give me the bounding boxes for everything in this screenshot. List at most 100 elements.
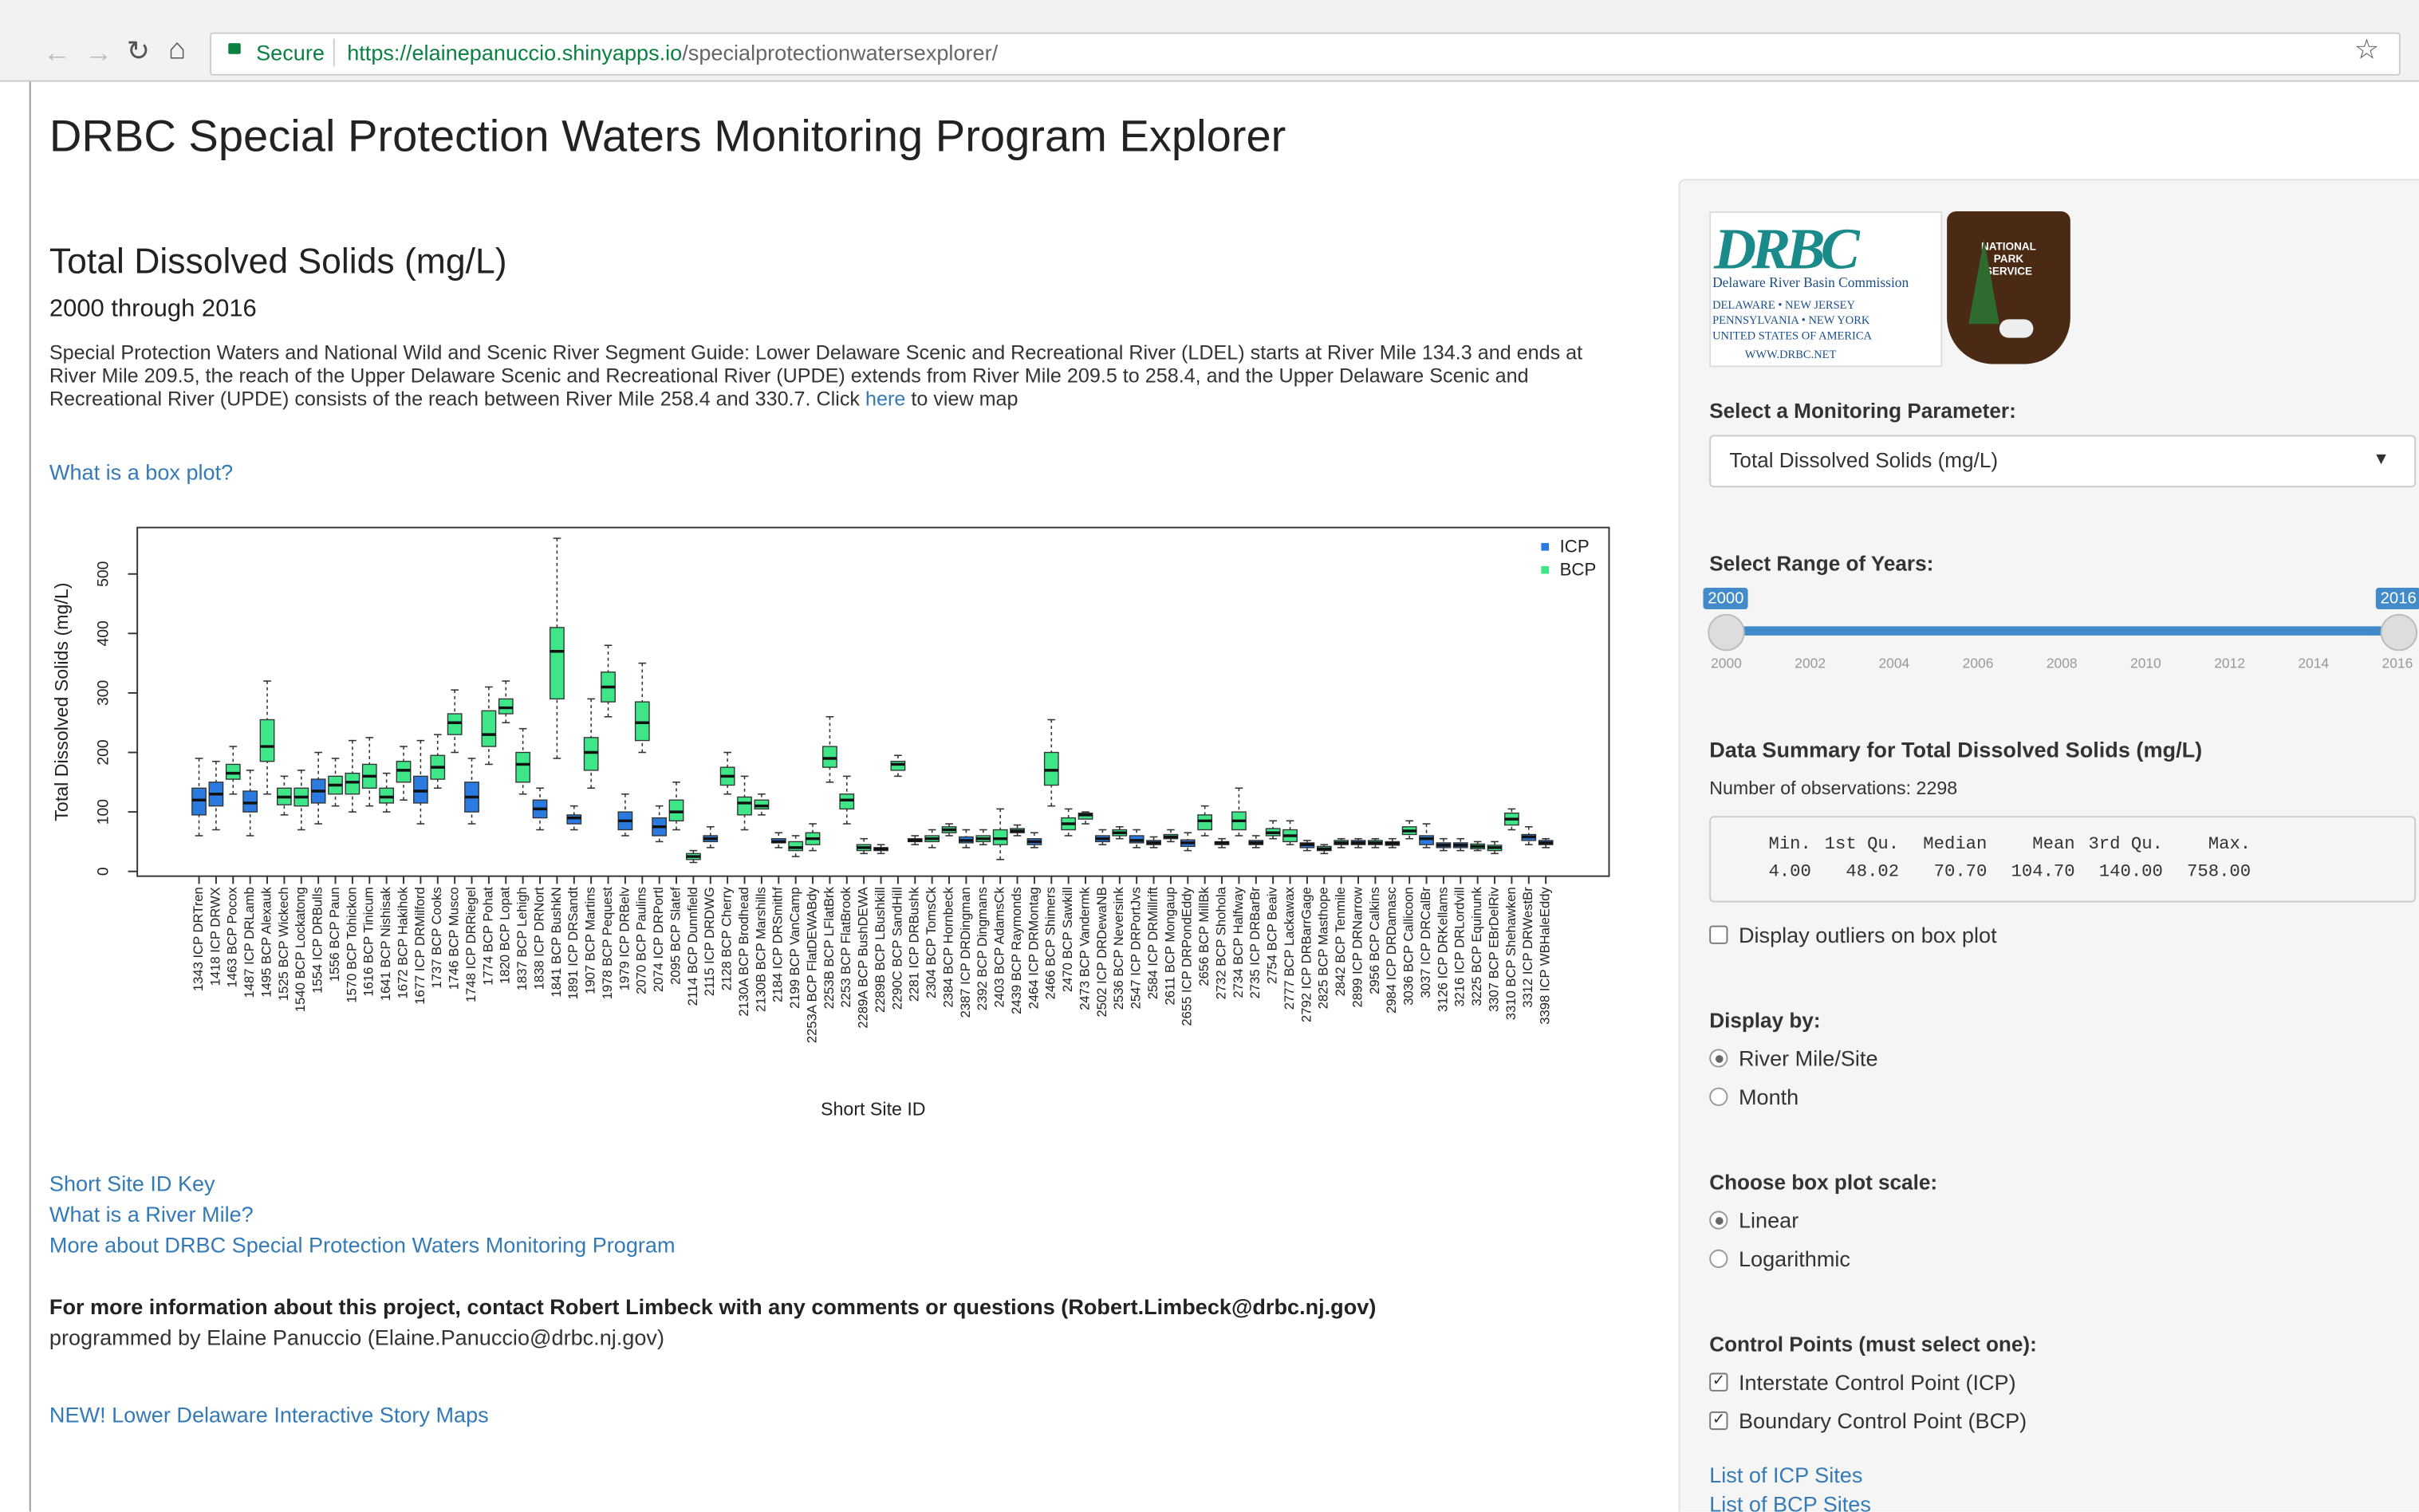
box — [259, 719, 275, 762]
x-tick-label: 1487 ICP DRLamb — [242, 887, 257, 998]
x-tick-label: 2584 ICP DRMillrift — [1145, 887, 1160, 999]
box — [550, 627, 565, 700]
programmer: programmed by Elaine Panuccio (Elaine.Pa… — [49, 1325, 664, 1350]
param-select[interactable] — [1709, 435, 2417, 488]
x-tick-label: 2115 ICP DRDWG — [702, 887, 717, 996]
summary-value: 758.00 — [2187, 862, 2252, 883]
box — [566, 814, 582, 825]
slider-tick-label: 2006 — [1962, 656, 1994, 671]
slider-handle[interactable] — [2380, 613, 2418, 652]
checkbox[interactable]: ✓ — [1709, 1372, 1728, 1392]
summary-header: 3rd Qu. — [2088, 834, 2163, 855]
outliers-checkbox[interactable] — [1709, 925, 1728, 944]
home-button[interactable]: ⌂ — [167, 33, 187, 67]
summary-value: 4.00 — [1768, 862, 1811, 883]
site-key-link[interactable]: Short Site ID Key — [49, 1171, 215, 1196]
x-tick-label: 2253A BCP FlatDEWABdy — [804, 887, 819, 1044]
x-tick-label: 2387 ICP DRDingman — [958, 887, 973, 1018]
x-tick-label: 2464 ICP DRMontag — [1026, 887, 1041, 1009]
box — [379, 787, 395, 804]
icp-sites-link[interactable]: List of ICP Sites — [1709, 1462, 1863, 1487]
reload-button[interactable]: ↻ — [126, 35, 150, 67]
secure-label: Secure — [256, 40, 325, 65]
contact: For more information about this project,… — [49, 1293, 1377, 1319]
x-tick-label: 2184 ICP DRSmithf — [770, 887, 786, 1002]
x-tick-label: 2070 BCP Paulins — [634, 887, 649, 994]
x-tick-label: 2289A BCP BushDEWA — [856, 886, 871, 1028]
box — [788, 841, 804, 852]
program-link[interactable]: More about DRBC Special Protection Water… — [49, 1232, 676, 1258]
checkbox[interactable]: ✓ — [1709, 1411, 1728, 1431]
y-tick-label: 400 — [94, 620, 112, 646]
slider-handle[interactable] — [1708, 613, 1745, 652]
box — [413, 775, 428, 804]
y-tick-label: 500 — [94, 561, 112, 587]
x-tick-label: 2304 BCP TomsCk — [924, 887, 939, 999]
x-tick-label: 3307 BCP EBrDelRiv — [1486, 887, 1501, 1012]
x-tick-label: 2536 BCP Neversink — [1111, 887, 1126, 1010]
story-maps-link[interactable]: NEW! Lower Delaware Interactive Story Ma… — [49, 1402, 489, 1427]
x-tick-label: 2439 BCP Raymonds — [1009, 887, 1024, 1014]
summary-value: 48.02 — [1846, 862, 1900, 883]
x-tick-label: 1570 BCP Tohickon — [344, 887, 359, 1002]
forward-button[interactable]: → — [85, 37, 113, 69]
y-tick-label: 200 — [94, 739, 112, 765]
box — [498, 698, 514, 715]
y-tick-label: 300 — [94, 680, 112, 706]
map-link[interactable]: here — [865, 387, 906, 411]
url-host: https://elainepanuccio.shinyapps.io — [347, 40, 683, 65]
x-tick-label: 1748 ICP DRRiegel — [463, 887, 479, 1002]
x-tick-label: 2732 BCP Shohola — [1213, 886, 1228, 999]
box-plot-chart: Total Dissolved Solids (mg/L) Short Site… — [51, 526, 1610, 1120]
x-tick-label: 2128 BCP Cherry — [719, 887, 735, 991]
tab-strip — [0, 0, 2419, 25]
heading: Total Dissolved Solids (mg/L) — [49, 240, 507, 282]
x-tick-label: 1891 ICP DRSandt — [565, 887, 581, 999]
summary-header: Min. — [1768, 834, 1811, 855]
slider-to-label: 2016 — [2375, 587, 2419, 610]
x-tick-label: 1672 BCP Hakihok — [395, 887, 410, 999]
address-bar[interactable] — [210, 32, 2401, 76]
x-tick-label: 2130B BCP Marshills — [753, 887, 768, 1012]
radio[interactable] — [1709, 1087, 1728, 1106]
x-tick-label: 1556 BCP Paun — [327, 887, 342, 982]
box — [191, 787, 207, 816]
x-tick-label: 2842 BCP Tenmile — [1333, 887, 1348, 996]
x-tick-label: 2655 ICP DRPondEddy — [1180, 887, 1195, 1026]
river-mile-link[interactable]: What is a River Mile? — [49, 1201, 254, 1227]
bcp-sites-link[interactable]: List of BCP Sites — [1709, 1491, 1871, 1512]
box — [225, 763, 241, 780]
x-tick-label: 1746 BCP Musco — [447, 887, 462, 990]
x-tick-label: 2825 BCP Masthope — [1316, 887, 1331, 1009]
x-tick-label: 2470 BCP Sawkill — [1060, 887, 1075, 992]
checkbox-label: Interstate Control Point (ICP) — [1738, 1369, 2016, 1395]
box — [754, 799, 770, 810]
box-plot-help-link[interactable]: What is a box plot? — [49, 459, 234, 485]
x-tick-label: 3216 ICP DRLordvill — [1452, 887, 1468, 1006]
url: https://elainepanuccio.shinyapps.io/spec… — [347, 40, 998, 65]
x-tick-label: 2253B BCP LFlatBrk — [821, 887, 837, 1010]
description: Special Protection Waters and National W… — [49, 341, 1615, 410]
radio[interactable] — [1709, 1211, 1728, 1230]
radio-label: Linear — [1738, 1207, 1799, 1233]
radio[interactable] — [1709, 1049, 1728, 1068]
x-tick-label: 2289B BCP LBushkill — [873, 887, 888, 1013]
years: 2000 through 2016 — [49, 296, 257, 323]
summary-value: 104.70 — [2011, 862, 2075, 883]
logo-line: Delaware River Basin Commission — [1712, 274, 1909, 290]
nps-bison — [1999, 319, 2034, 338]
x-tick-label: 1774 BCP Pohat — [480, 887, 495, 986]
x-tick-label: 3225 BCP Equinunk — [1469, 887, 1484, 1006]
summary-header: 1st Qu. — [1824, 834, 1900, 855]
x-tick-label: 1978 BCP Pequest — [600, 887, 615, 999]
legend-label: ICP — [1560, 537, 1590, 557]
back-button[interactable]: ← — [43, 37, 71, 69]
x-tick-label: 2792 ICP DRBarrGage — [1298, 887, 1314, 1022]
radio[interactable] — [1709, 1249, 1728, 1269]
x-tick-label: 1907 BCP Martins — [583, 887, 598, 994]
drbc-logo: DRBC Delaware River Basin Commission DEL… — [1709, 211, 1943, 368]
bookmark-star[interactable]: ☆ — [2354, 33, 2379, 65]
box — [1197, 814, 1213, 831]
